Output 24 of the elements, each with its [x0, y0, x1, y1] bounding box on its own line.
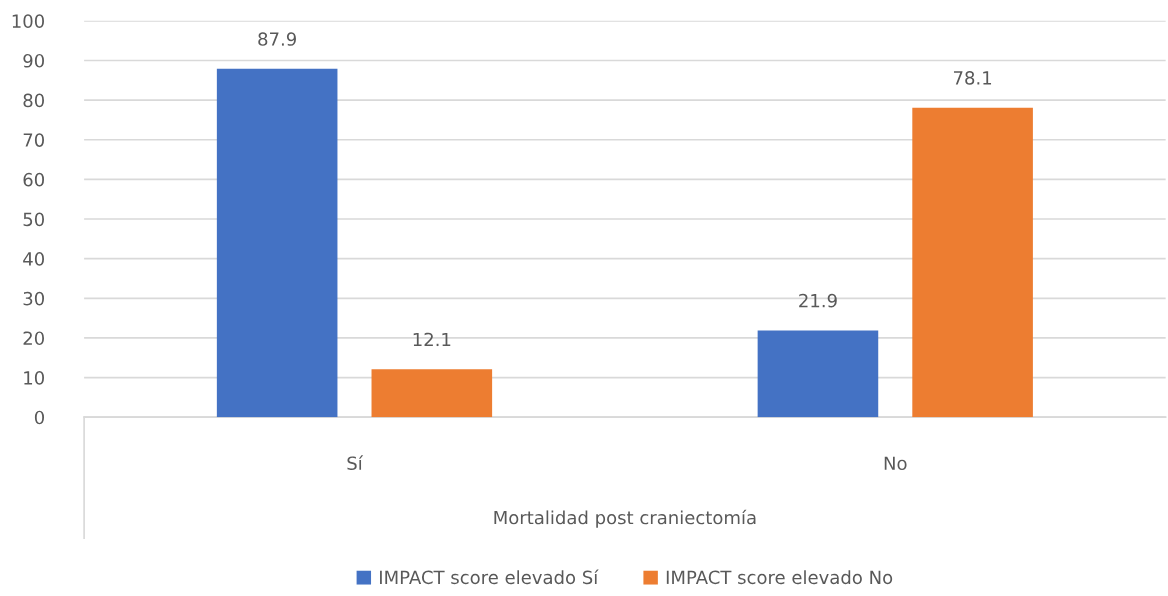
y-tick-label: 50	[23, 212, 45, 227]
y-tick-label: 0	[34, 410, 45, 425]
legend-label: IMPACT score elevado No	[666, 570, 893, 585]
x-tick-label: Sí	[347, 455, 364, 471]
y-tick-label: 20	[23, 331, 45, 346]
y-tick-label: 60	[23, 172, 45, 187]
bar	[371, 369, 493, 418]
data-label: 12.1	[413, 332, 451, 347]
y-tick-label: 90	[23, 53, 45, 68]
x-tick-label: No	[884, 456, 907, 471]
y-tick-label: 100	[12, 14, 45, 28]
y-tick-label: 40	[23, 252, 45, 266]
data-label: 87.9	[258, 32, 296, 46]
y-tick-label: 10	[24, 371, 45, 385]
y-tick-label: 80	[23, 93, 45, 108]
data-label: 21.9	[799, 293, 837, 308]
bar	[912, 107, 1033, 418]
legend-label: IMPACT score elevado Sí	[380, 569, 599, 585]
x-axis-title: Mortalidad post craniectomía	[494, 509, 756, 528]
bar	[757, 330, 879, 418]
data-label: 78.1	[953, 71, 992, 85]
y-tick-label: 70	[23, 133, 45, 147]
y-tick-label: 30	[23, 291, 45, 306]
bar	[216, 68, 338, 418]
